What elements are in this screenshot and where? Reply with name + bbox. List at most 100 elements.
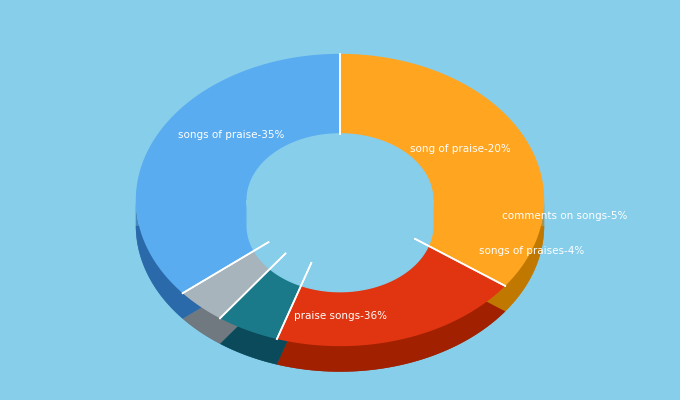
Polygon shape [451, 322, 452, 348]
Polygon shape [359, 346, 360, 371]
Polygon shape [444, 326, 445, 351]
Polygon shape [248, 200, 432, 292]
Polygon shape [308, 344, 309, 370]
Polygon shape [338, 346, 339, 372]
Polygon shape [311, 345, 312, 370]
Polygon shape [158, 266, 159, 293]
Polygon shape [441, 327, 442, 352]
Polygon shape [178, 289, 179, 315]
Polygon shape [342, 346, 343, 372]
Polygon shape [277, 339, 279, 365]
Polygon shape [318, 345, 319, 371]
Polygon shape [511, 279, 512, 305]
Polygon shape [337, 346, 338, 372]
Polygon shape [339, 346, 340, 372]
Text: songs of praise-35%: songs of praise-35% [177, 130, 284, 140]
Polygon shape [379, 343, 380, 369]
Polygon shape [289, 342, 290, 367]
Polygon shape [176, 287, 177, 314]
Polygon shape [285, 341, 286, 366]
Polygon shape [328, 346, 329, 372]
Polygon shape [437, 328, 438, 354]
Text: song of praise-20%: song of praise-20% [410, 144, 511, 154]
Polygon shape [507, 283, 508, 310]
Polygon shape [360, 346, 361, 371]
Polygon shape [398, 340, 399, 366]
Polygon shape [405, 338, 406, 364]
Polygon shape [390, 342, 391, 367]
Polygon shape [428, 332, 429, 357]
Polygon shape [516, 273, 517, 300]
Polygon shape [159, 268, 160, 294]
Polygon shape [434, 330, 435, 356]
Polygon shape [283, 340, 284, 366]
Polygon shape [180, 290, 181, 317]
Polygon shape [292, 342, 294, 368]
Polygon shape [411, 337, 412, 362]
Polygon shape [284, 341, 285, 366]
Polygon shape [162, 271, 163, 298]
Polygon shape [445, 325, 446, 351]
Polygon shape [396, 340, 397, 366]
Polygon shape [518, 270, 519, 297]
Polygon shape [515, 274, 516, 301]
Polygon shape [364, 345, 365, 371]
Polygon shape [347, 346, 348, 372]
Polygon shape [167, 278, 168, 304]
Polygon shape [429, 331, 430, 357]
Polygon shape [424, 333, 425, 359]
Polygon shape [281, 340, 282, 366]
Polygon shape [403, 339, 405, 364]
Polygon shape [519, 270, 520, 296]
Polygon shape [165, 275, 166, 302]
Polygon shape [389, 342, 390, 368]
Polygon shape [336, 346, 337, 372]
Polygon shape [307, 344, 308, 370]
Polygon shape [457, 320, 458, 345]
Polygon shape [459, 318, 460, 344]
Polygon shape [401, 339, 402, 365]
Polygon shape [310, 345, 311, 370]
Polygon shape [316, 345, 317, 371]
Polygon shape [382, 343, 383, 368]
Polygon shape [425, 333, 426, 358]
Polygon shape [393, 341, 394, 367]
Polygon shape [409, 337, 410, 363]
Polygon shape [340, 54, 544, 286]
Polygon shape [415, 336, 416, 361]
Polygon shape [174, 285, 175, 312]
Polygon shape [330, 346, 332, 372]
Polygon shape [415, 226, 544, 312]
Polygon shape [426, 332, 428, 358]
Polygon shape [414, 336, 415, 362]
Polygon shape [388, 342, 389, 368]
Polygon shape [324, 346, 325, 371]
Polygon shape [419, 335, 420, 360]
Polygon shape [220, 279, 311, 364]
Polygon shape [443, 326, 444, 352]
Polygon shape [323, 346, 324, 371]
Polygon shape [432, 330, 434, 356]
Polygon shape [375, 344, 376, 370]
Polygon shape [183, 242, 286, 318]
Polygon shape [463, 316, 464, 342]
Polygon shape [286, 341, 287, 367]
Polygon shape [352, 346, 353, 372]
Polygon shape [512, 278, 513, 304]
Polygon shape [380, 343, 381, 369]
Polygon shape [505, 285, 506, 312]
Polygon shape [302, 344, 303, 369]
Polygon shape [456, 320, 457, 346]
Text: praise songs-36%: praise songs-36% [294, 311, 386, 321]
Polygon shape [287, 341, 288, 367]
Polygon shape [329, 346, 330, 372]
Polygon shape [423, 333, 424, 359]
Polygon shape [510, 280, 511, 306]
Polygon shape [384, 342, 386, 368]
Polygon shape [410, 337, 411, 363]
Polygon shape [173, 284, 174, 311]
Polygon shape [370, 344, 371, 370]
Polygon shape [306, 344, 307, 370]
Polygon shape [367, 345, 368, 370]
Polygon shape [431, 330, 432, 356]
